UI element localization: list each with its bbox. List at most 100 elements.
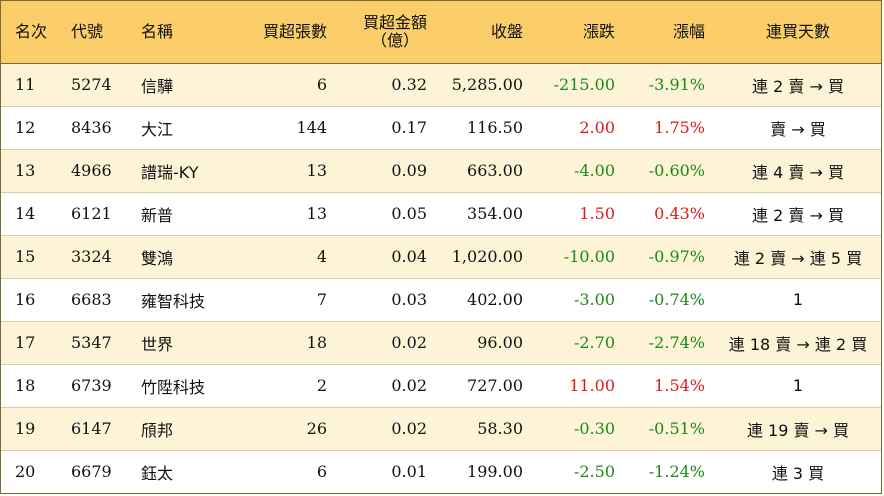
cell-streak: 連 18 賣 → 連 2 買 bbox=[713, 321, 881, 365]
cell-streak: 連 2 賣 → 連 5 買 bbox=[713, 235, 881, 279]
cell-streak: 1 bbox=[713, 364, 881, 408]
cell-net-amount: 0.02 bbox=[335, 321, 435, 365]
cell-change: -0.30 bbox=[531, 407, 623, 451]
cell-change: -2.70 bbox=[531, 321, 623, 365]
cell-streak: 連 4 賣 → 買 bbox=[713, 149, 881, 193]
cell-net-amount: 0.05 bbox=[335, 192, 435, 236]
cell-net-amount: 0.02 bbox=[335, 364, 435, 408]
cell-net-amount: 0.17 bbox=[335, 106, 435, 150]
cell-name: 竹陞科技 bbox=[127, 364, 231, 408]
header-net-amount-line2: （億） bbox=[370, 30, 419, 50]
cell-close: 1,020.00 bbox=[435, 235, 531, 279]
cell-change-pct: -1.24% bbox=[648, 462, 705, 482]
cell-rank: 17 bbox=[1, 321, 57, 365]
cell-code: 6739 bbox=[57, 364, 127, 408]
cell-rank: 12 bbox=[1, 106, 57, 150]
cell-streak: 連 2 賣 → 買 bbox=[713, 63, 881, 107]
cell-close: 96.00 bbox=[435, 321, 531, 365]
table-row: 15 3324 雙鴻 4 0.04 1,020.00 -10.00 -0.97% 連 2 賣 →… bbox=[1, 235, 881, 279]
table-row: 19 6147 頎邦 26 0.02 58.30 -0.30 -0.51% 連 19 賣 → 買 bbox=[1, 407, 881, 451]
cell-code: 6121 bbox=[57, 192, 127, 236]
cell-code: 4966 bbox=[57, 149, 127, 193]
cell-name: 新普 bbox=[127, 192, 231, 236]
cell-close: 354.00 bbox=[435, 192, 531, 236]
header-code: 代號 bbox=[57, 1, 127, 64]
cell-net-lots: 7 bbox=[231, 278, 335, 322]
cell-close: 727.00 bbox=[435, 364, 531, 408]
cell-net-lots: 26 bbox=[231, 407, 335, 451]
cell-streak: 賣 → 買 bbox=[713, 106, 881, 150]
cell-streak: 1 bbox=[713, 278, 881, 322]
cell-net-lots: 6 bbox=[231, 63, 335, 107]
cell-rank: 19 bbox=[1, 407, 57, 451]
cell-change-pct: -0.60% bbox=[623, 149, 713, 193]
cell-net-amount: 0.32 bbox=[335, 63, 435, 107]
cell-net-lots: 2 bbox=[231, 364, 335, 408]
cell-change: 2.00 bbox=[531, 106, 623, 150]
cell-code: 6679 bbox=[71, 462, 112, 482]
header-row: 名次 代號 名稱 買超張數 買超金額 （億） 收盤 漲跌 漲幅 連買天數 bbox=[1, 1, 881, 64]
cell-rank: 14 bbox=[1, 192, 57, 236]
cell-change: -3.00 bbox=[531, 278, 623, 322]
cell-rank: 18 bbox=[1, 364, 57, 408]
cell-code: 5274 bbox=[57, 63, 127, 107]
cell-code: 5347 bbox=[57, 321, 127, 365]
cell-net-amount: 0.04 bbox=[335, 235, 435, 279]
header-name: 名稱 bbox=[127, 1, 231, 64]
cell-code: 3324 bbox=[57, 235, 127, 279]
cell-change-pct: -0.51% bbox=[623, 407, 713, 451]
cell-change-pct: 1.75% bbox=[623, 106, 713, 150]
header-change-pct: 漲幅 bbox=[623, 1, 713, 64]
table-row: 16 6683 雍智科技 7 0.03 402.00 -3.00 -0.74% 1 bbox=[1, 278, 881, 322]
cell-change-pct: 0.43% bbox=[623, 192, 713, 236]
header-net-lots: 買超張數 bbox=[231, 1, 335, 64]
cell-change: -2.50 bbox=[573, 462, 615, 482]
cell-net-amount: 0.02 bbox=[335, 407, 435, 451]
cell-streak: 連 2 賣 → 買 bbox=[713, 192, 881, 236]
cell-net-amount: 0.09 bbox=[335, 149, 435, 193]
cell-change: -4.00 bbox=[531, 149, 623, 193]
cell-change: -215.00 bbox=[531, 63, 623, 107]
cell-name: 鈺太 bbox=[141, 463, 174, 483]
cell-rank: 11 bbox=[1, 63, 57, 107]
cell-name: 雍智科技 bbox=[127, 278, 231, 322]
cell-streak: 連 19 賣 → 買 bbox=[713, 407, 881, 451]
cell-close: 116.50 bbox=[435, 106, 531, 150]
header-streak: 連買天數 bbox=[713, 1, 881, 64]
header-rank: 名次 bbox=[1, 1, 57, 64]
cell-close: 663.00 bbox=[435, 149, 531, 193]
cell-rank: 13 bbox=[1, 149, 57, 193]
cell-name: 信驊 bbox=[127, 63, 231, 107]
cell-code: 8436 bbox=[57, 106, 127, 150]
cell-change-pct: -0.97% bbox=[623, 235, 713, 279]
cell-close: 402.00 bbox=[435, 278, 531, 322]
cell-name: 譜瑞-KY bbox=[127, 149, 231, 193]
cell-code: 6147 bbox=[57, 407, 127, 451]
header-net-amount: 買超金額 （億） bbox=[335, 1, 435, 64]
table-row: 20 6679 鈺太 6 0.01 199.00 -2.50 -1.24% 連 3 買 bbox=[1, 450, 881, 493]
cell-rank: 20 bbox=[15, 462, 36, 482]
cell-name: 雙鴻 bbox=[127, 235, 231, 279]
cell-net-lots: 13 bbox=[231, 192, 335, 236]
cell-net-lots: 6 bbox=[316, 462, 327, 482]
cell-net-lots: 4 bbox=[231, 235, 335, 279]
table-header: 名次 代號 名稱 買超張數 買超金額 （億） 收盤 漲跌 漲幅 連買天數 bbox=[1, 1, 881, 64]
cell-name: 世界 bbox=[127, 321, 231, 365]
cell-rank: 16 bbox=[1, 278, 57, 322]
cell-close: 5,285.00 bbox=[435, 63, 531, 107]
header-change: 漲跌 bbox=[531, 1, 623, 64]
cell-change-pct: -2.74% bbox=[623, 321, 713, 365]
cell-change: -10.00 bbox=[531, 235, 623, 279]
cell-close: 58.30 bbox=[435, 407, 531, 451]
cell-net-lots: 18 bbox=[231, 321, 335, 365]
table-row: 11 5274 信驊 6 0.32 5,285.00 -215.00 -3.91% 連 2 賣 … bbox=[1, 63, 881, 107]
header-net-amount-line1: 買超金額 bbox=[362, 12, 427, 32]
cell-net-lots: 13 bbox=[231, 149, 335, 193]
cell-change: 11.00 bbox=[531, 364, 623, 408]
cell-name: 頎邦 bbox=[127, 407, 231, 451]
cell-net-amount: 0.01 bbox=[391, 462, 427, 482]
table-row: 12 8436 大江 144 0.17 116.50 2.00 1.75% 賣 → 買 bbox=[1, 106, 881, 150]
cell-change-pct: -0.74% bbox=[623, 278, 713, 322]
